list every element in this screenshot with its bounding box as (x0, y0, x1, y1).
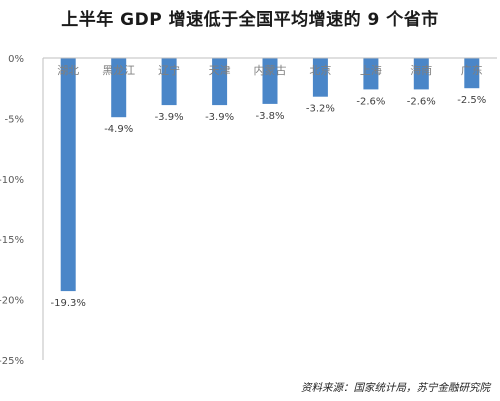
y-tick-label: -10% (0, 175, 24, 186)
category-label: 湖北 (57, 64, 79, 77)
bar (111, 58, 127, 118)
bar (212, 58, 228, 106)
data-label: -3.2% (306, 104, 335, 115)
data-label: -3.9% (205, 112, 234, 123)
data-label: -2.5% (457, 95, 486, 106)
category-label: 辽宁 (158, 63, 180, 77)
data-label: -2.6% (407, 96, 436, 107)
y-tick-label: -5% (5, 114, 24, 125)
category-label: 天津 (209, 64, 231, 77)
bar (161, 58, 177, 106)
category-label: 上海 (360, 63, 382, 77)
bar (312, 58, 328, 97)
category-label: 内蒙古 (254, 63, 287, 77)
y-tick-label: 0% (8, 54, 24, 65)
data-label: -3.9% (155, 112, 184, 123)
bar (413, 58, 429, 90)
category-label: 海南 (410, 63, 432, 77)
source-note: 资料来源：国家统计局，苏宁金融研究院 (301, 382, 490, 394)
category-label: 黑龙江 (102, 64, 135, 77)
category-label: 广东 (461, 64, 483, 77)
bar (262, 58, 278, 104)
data-label: -19.3% (51, 298, 86, 309)
chart-title: 上半年 GDP 增速低于全国平均增速的 9 个省市 (61, 10, 439, 30)
bar (363, 58, 379, 90)
data-label: -3.8% (255, 111, 284, 122)
y-tick-label: -15% (0, 235, 24, 246)
category-label: 北京 (309, 63, 331, 77)
data-label: -2.6% (356, 96, 385, 107)
y-tick-label: -20% (0, 296, 24, 307)
y-tick-label: -25% (0, 356, 24, 367)
bar (464, 58, 480, 89)
data-label: -4.9% (104, 124, 133, 135)
bar (60, 58, 76, 292)
